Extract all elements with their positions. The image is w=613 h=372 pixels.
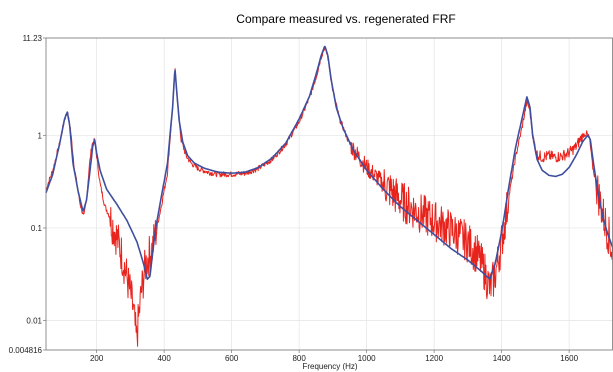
x-tick-label: 200	[90, 354, 104, 363]
y-tick-label: 11.23	[23, 34, 43, 43]
y-tick-label: 1	[38, 131, 43, 140]
y-tick-label: 0.1	[31, 224, 43, 233]
series-line-regenerated	[46, 47, 613, 280]
x-tick-label: 400	[157, 354, 171, 363]
x-axis-label: Frequency (Hz)	[302, 362, 357, 371]
y-axis-ticks: 11.23 1 0.1 0.01 0.004816	[9, 34, 46, 355]
series-group	[46, 47, 613, 347]
series-line-measured	[46, 47, 613, 346]
y-tick-label: 0.01	[26, 317, 42, 326]
chart-title: Compare measured vs. regenerated FRF	[236, 12, 455, 26]
y-tick-label: 0.004816	[9, 346, 43, 355]
x-tick-label: 600	[225, 354, 239, 363]
x-tick-label: 1000	[358, 354, 376, 363]
plot-frame	[46, 38, 613, 350]
grid-lines	[46, 38, 613, 350]
x-tick-label: 1400	[493, 354, 511, 363]
x-tick-label: 1600	[560, 354, 578, 363]
x-tick-label: 1200	[425, 354, 443, 363]
